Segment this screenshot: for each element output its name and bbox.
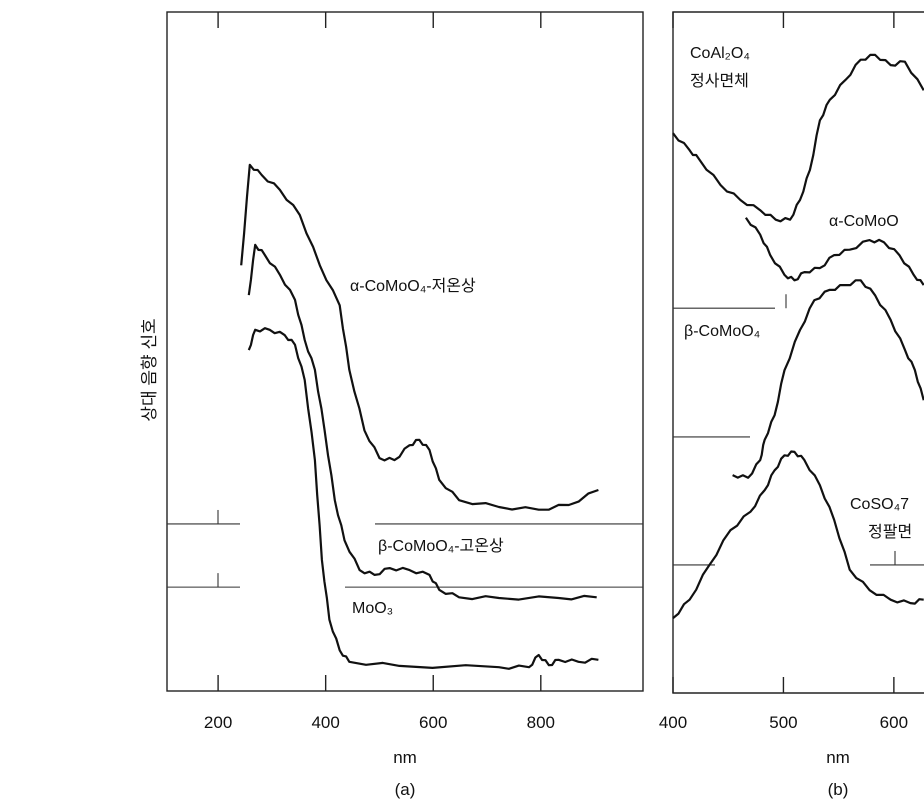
x-tick-label: 800: [527, 713, 555, 732]
panel-b-caption: (b): [828, 780, 849, 799]
x-tick-label: 400: [311, 713, 339, 732]
series-line: [247, 327, 599, 670]
panel-a-ticks: 200 400 600 800: [204, 12, 555, 732]
label-beta-comoo4: β-CoMoO₄: [684, 323, 760, 340]
label-coal2o4: CoAl₂O₄: [690, 45, 750, 62]
x-tick-label: 600: [419, 713, 447, 732]
panel-a-frame: [166, 11, 644, 692]
panel-a-caption: (a): [395, 780, 416, 799]
panel-b-baselines: [673, 294, 924, 566]
label-alpha-comoo: α-CoMoO: [829, 213, 899, 230]
series-line: [732, 279, 924, 479]
label-octahedral: 정팔면: [868, 523, 912, 541]
x-tick-label: 500: [769, 713, 797, 732]
x-tick-label: 600: [880, 713, 908, 732]
panel-a-xlabel: nm: [393, 748, 417, 767]
series-line: [240, 163, 599, 511]
panel-a-baselines: [167, 509, 643, 588]
x-tick-label: 200: [204, 713, 232, 732]
panel-a-curves: [240, 163, 599, 670]
label-coso4: CoSO₄7: [850, 496, 909, 513]
panel-b-frame: [672, 11, 924, 694]
panel-b-ticks: 400 500 600: [659, 12, 908, 732]
series-line: [672, 53, 924, 223]
y-axis-label: 상대 음향 신호: [140, 318, 159, 421]
label-beta-comoo4-high: β-CoMoO₄-고온상: [378, 537, 504, 555]
label-moo3: MoO₃: [352, 600, 393, 617]
panel-b-curves: [672, 53, 924, 619]
series-line: [247, 243, 597, 601]
panel-b-xlabel: nm: [826, 748, 850, 767]
x-tick-label: 400: [659, 713, 687, 732]
series-line: [744, 217, 924, 286]
label-alpha-comoo4-low: α-CoMoO₄-저온상: [350, 277, 476, 295]
label-tetrahedral: 정사면체: [690, 72, 749, 90]
series-line: [672, 450, 924, 619]
